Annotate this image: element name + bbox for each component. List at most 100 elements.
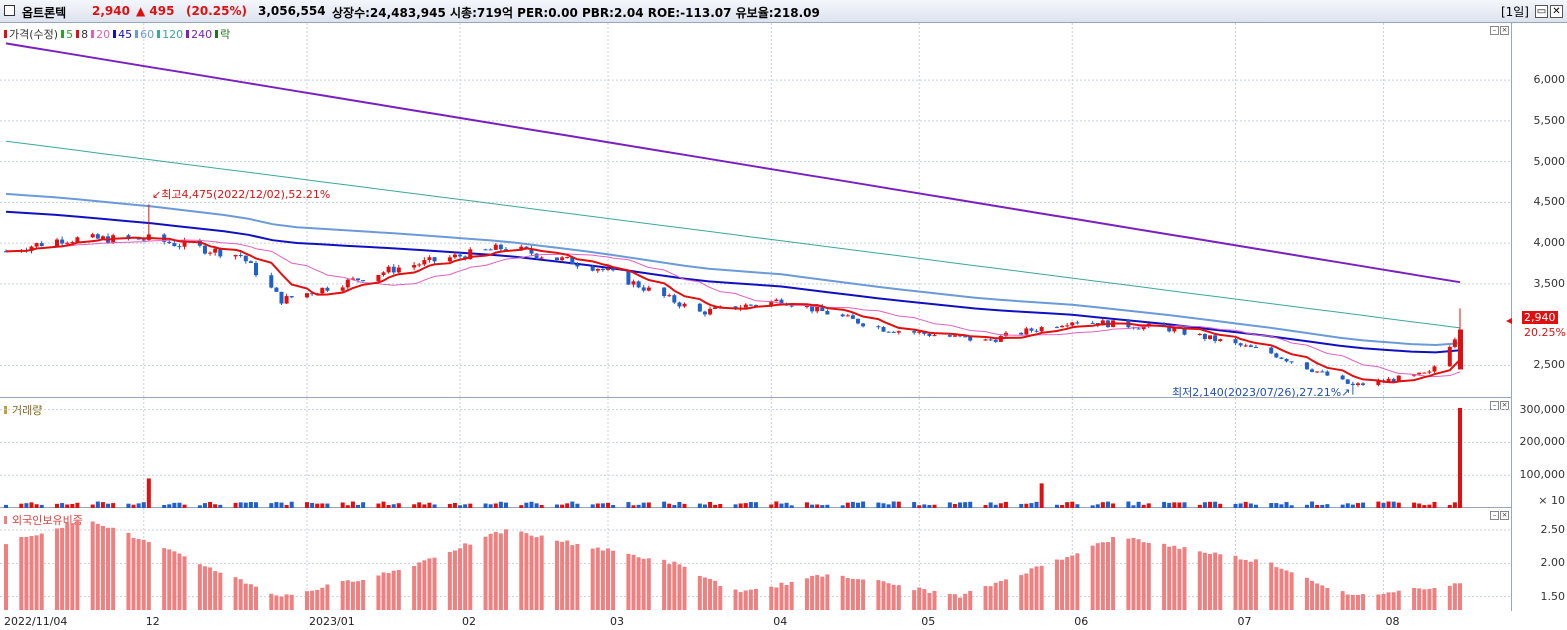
candle-body	[539, 257, 544, 259]
moving-average-line	[5, 236, 1461, 384]
period-selector[interactable]: [1일]	[1500, 5, 1529, 19]
volume-bar	[1208, 501, 1213, 508]
volume-bar	[447, 503, 452, 508]
legend-item[interactable]: 45	[113, 28, 132, 41]
legend-item[interactable]: 5	[61, 28, 73, 41]
legend-item[interactable]: 가격(수정)	[4, 26, 58, 42]
volume-bar	[1412, 502, 1417, 508]
foreign-ratio-bar	[19, 536, 24, 610]
volume-bar	[167, 504, 172, 508]
foreign-ratio-bar	[310, 590, 315, 610]
panel-minimize-icon[interactable]: –	[1490, 401, 1499, 410]
foreign-ratio-bar	[488, 533, 493, 610]
volume-bar	[611, 505, 616, 508]
volume-bar	[1458, 407, 1462, 508]
volume-bar	[886, 504, 891, 508]
foreign-legend-label: 외국인보유비중	[12, 514, 83, 527]
legend-item[interactable]: 120	[157, 28, 183, 41]
candle-body	[1315, 371, 1320, 373]
legend-item[interactable]: 락	[215, 26, 230, 42]
x-tick-label: 02	[462, 615, 477, 628]
foreign-ratio-bar	[60, 527, 65, 610]
foreign-ratio-bar	[1417, 588, 1422, 610]
maximize-icon[interactable]: ▭	[1535, 5, 1548, 18]
y-tick-label: 5,500	[1533, 113, 1566, 127]
candle-body	[65, 242, 70, 244]
volume-bar	[595, 503, 600, 508]
foreign-ratio-bar	[718, 586, 723, 610]
select-checkbox[interactable]	[4, 5, 15, 16]
candle-body	[1202, 333, 1207, 340]
volume-bar	[412, 504, 417, 508]
volume-bar	[1162, 501, 1167, 508]
foreign-ratio-bar	[1386, 592, 1391, 610]
candle-body	[350, 278, 355, 280]
candle-body	[310, 293, 315, 295]
candle-body	[75, 237, 80, 243]
candle-body	[1422, 372, 1427, 374]
volume-bar	[1340, 504, 1345, 508]
foreign-ratio-bar	[417, 562, 422, 610]
volume-bar	[600, 503, 605, 508]
foreign-ratio-bar	[172, 551, 177, 610]
legend-item[interactable]: 20	[91, 28, 110, 41]
candle-body	[274, 287, 279, 292]
volume-bar	[238, 502, 243, 508]
foreign-ratio-bar	[646, 558, 651, 610]
close-icon[interactable]: ✕	[1550, 5, 1563, 18]
volume-bar	[1126, 501, 1131, 508]
legend-label: 240	[191, 27, 213, 41]
panel-minimize-icon[interactable]: –	[1490, 511, 1499, 520]
foreign-ratio-bar	[932, 590, 937, 610]
price-change-pct: (20.25%)	[186, 4, 247, 18]
stock-name[interactable]: 옵트론텍	[22, 6, 67, 20]
panel-close-icon[interactable]: ×	[1500, 511, 1509, 520]
candle-body	[611, 268, 616, 271]
foreign-ratio-bar	[1065, 557, 1070, 610]
volume-bar	[202, 503, 207, 508]
candle-body	[606, 268, 611, 270]
foreign-ratio-bar	[427, 558, 432, 610]
foreign-ratio-bar	[381, 572, 386, 610]
candle-body	[447, 257, 452, 262]
candle-body	[1233, 339, 1238, 344]
candle-body	[1279, 357, 1284, 359]
candle-body	[575, 264, 580, 267]
volume-bar	[947, 502, 952, 508]
candle-body	[993, 339, 998, 342]
volume-bar	[789, 505, 794, 508]
panel-close-icon[interactable]: ×	[1500, 26, 1509, 35]
foreign-ratio-bar	[146, 542, 151, 610]
foreign-ratio-bar	[861, 579, 866, 610]
legend-item[interactable]: 240	[186, 28, 212, 41]
volume-bar	[993, 504, 998, 508]
foreign-ratio-bar	[1253, 559, 1258, 610]
volume-bar	[131, 504, 136, 508]
candle-body	[1238, 343, 1243, 346]
foreign-ratio-bar	[1458, 583, 1462, 610]
y-tick-label: 1.50	[1540, 589, 1566, 603]
foreign-ratio-bar	[345, 580, 350, 610]
volume-bar	[146, 478, 151, 508]
candle-body	[172, 243, 177, 247]
candle-body	[100, 236, 105, 239]
volume-bar	[529, 501, 534, 508]
volume-bar	[534, 503, 539, 508]
volume-bar	[396, 503, 401, 508]
volume-bar	[1105, 501, 1110, 508]
legend-label: 8	[81, 27, 89, 41]
foreign-ratio-bar	[539, 535, 544, 610]
candle-body	[1136, 328, 1141, 330]
candle-body	[626, 270, 631, 285]
price-panel	[0, 23, 1512, 398]
legend-item[interactable]: 8	[76, 28, 88, 41]
foreign-ratio-bar	[927, 593, 932, 610]
panel-minimize-icon[interactable]: –	[1490, 26, 1499, 35]
candle-body	[498, 244, 503, 250]
volume-bar	[554, 504, 559, 508]
volume-bar	[682, 503, 687, 508]
candle-body	[820, 306, 825, 312]
legend-item[interactable]: 60	[135, 28, 154, 41]
candle-body	[554, 257, 559, 261]
chart-canvas[interactable]	[0, 0, 1512, 611]
